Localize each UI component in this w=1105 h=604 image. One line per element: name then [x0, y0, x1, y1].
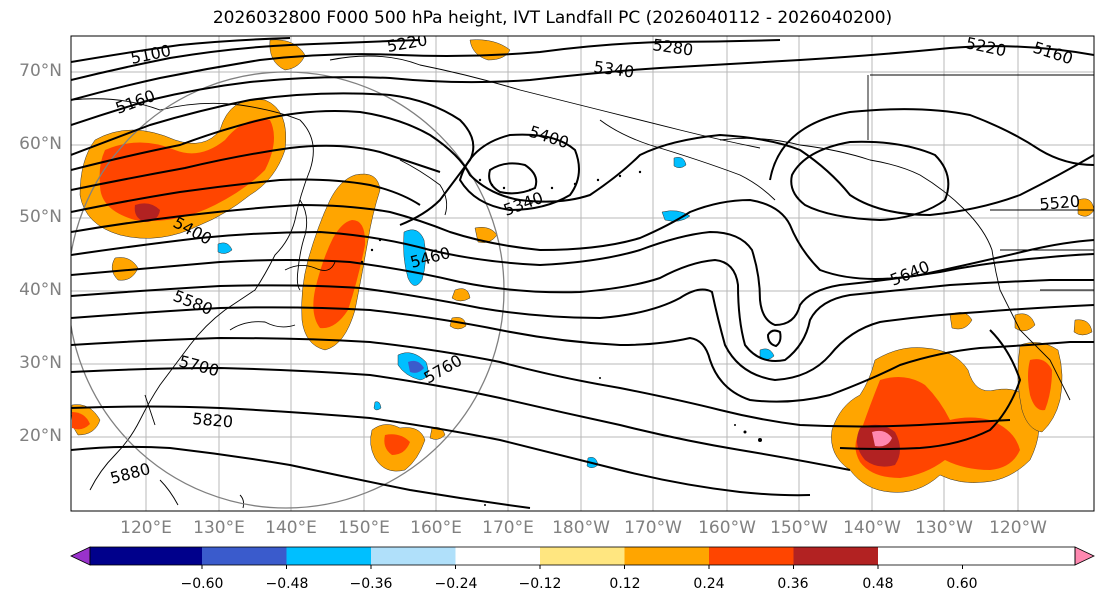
height-contours — [71, 37, 1094, 509]
colorbar-tick-label: −0.12 — [518, 576, 562, 592]
region-circle — [71, 71, 505, 509]
colorbar-tick-label: −0.48 — [265, 576, 309, 592]
lat-label: 70°N — [19, 61, 62, 81]
colorbar-segment — [540, 547, 625, 565]
lon-label: 130°E — [193, 518, 245, 538]
lon-label: 160°W — [698, 518, 756, 538]
colorbar-segment — [455, 547, 540, 565]
colorbar — [70, 546, 1095, 569]
colorbar-segment — [371, 547, 456, 565]
lon-label: 170°W — [624, 518, 682, 538]
lon-label: 150°E — [338, 518, 390, 538]
colorbar-tick-label: −0.24 — [434, 576, 478, 592]
colorbar-tick-label: 0.60 — [946, 576, 978, 592]
colorbar-segment — [624, 547, 709, 565]
colorbar-tick-label: 0.12 — [609, 576, 641, 592]
lat-label: 30°N — [19, 353, 62, 373]
graticule — [71, 36, 1094, 511]
lon-label: 130°W — [915, 518, 973, 538]
lon-label: 160°E — [410, 518, 462, 538]
map-frame — [70, 35, 1095, 512]
lon-label: 140°E — [265, 518, 317, 538]
map-title: 2026032800 F000 500 hPa height, IVT Land… — [212, 8, 893, 28]
colorbar-extend-high — [1074, 546, 1095, 566]
colorbar-segment — [90, 547, 202, 565]
colorbar-outline — [89, 546, 1076, 566]
contour-label: 5280 — [651, 35, 694, 59]
colorbar-segment — [286, 547, 371, 565]
lon-label: 150°W — [770, 518, 828, 538]
colorbar-tick-label: 0.48 — [862, 576, 894, 592]
colorbar-segment — [202, 547, 287, 565]
lon-label: 140°W — [843, 518, 901, 538]
lon-label: 120°E — [120, 518, 172, 538]
contour-label: 5820 — [192, 409, 234, 431]
colorbar-extend-low — [70, 546, 91, 566]
lon-label: 180°W — [552, 518, 610, 538]
lat-label: 40°N — [19, 280, 62, 300]
colorbar-tick-label: 0.24 — [693, 576, 725, 592]
lon-label: 170°E — [482, 518, 534, 538]
contour-label: 5520 — [1039, 192, 1081, 214]
colorbar-tick-label: −0.60 — [180, 576, 224, 592]
colorbar-segment — [793, 547, 878, 565]
lat-label: 60°N — [19, 134, 62, 154]
colorbar-segment — [709, 547, 794, 565]
lat-label: 20°N — [19, 426, 62, 446]
coastlines — [71, 55, 1094, 509]
colorbar-tick-label: −0.36 — [349, 576, 393, 592]
lon-label: 120°W — [989, 518, 1047, 538]
lat-label: 50°N — [19, 207, 62, 227]
colorbar-tick-label: 0.36 — [777, 576, 809, 592]
